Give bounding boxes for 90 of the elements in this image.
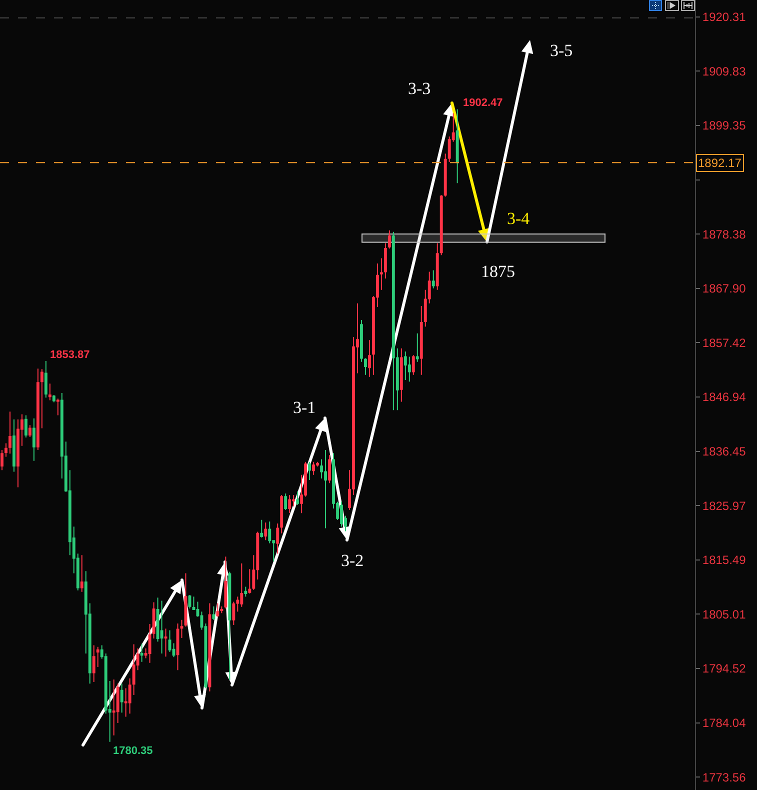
annotation: 3-2	[341, 551, 364, 570]
candlestick	[284, 492, 288, 511]
candlestick	[456, 108, 459, 184]
y-tick-label: 1825.97	[702, 498, 746, 513]
candlestick	[164, 628, 168, 658]
candlestick	[112, 678, 116, 736]
candlestick	[404, 351, 407, 381]
y-tick-label: 1784.04	[702, 716, 746, 730]
annotation: 3-5	[550, 41, 573, 60]
candlestick	[128, 678, 132, 714]
candlestick	[244, 586, 248, 598]
candlestick	[276, 523, 280, 554]
candlestick	[36, 368, 40, 450]
candlestick	[264, 522, 268, 541]
y-tick-label: 1805.01	[702, 607, 746, 622]
candlestick	[132, 644, 136, 696]
candlestick	[384, 242, 387, 279]
candlestick	[420, 305, 423, 376]
annotation: 3-1	[293, 398, 316, 417]
y-tick-label: 1836.45	[702, 444, 746, 458]
candlestick	[380, 258, 383, 290]
candlestick	[32, 418, 36, 462]
candlestick	[140, 643, 144, 662]
candlestick	[312, 461, 316, 476]
candlestick	[228, 571, 232, 680]
candlestick	[160, 600, 164, 654]
candlestick	[360, 319, 363, 362]
candlestick	[328, 454, 331, 484]
candlestick	[400, 348, 403, 402]
ref-line-label: 1892.17	[698, 156, 742, 170]
candlestick	[364, 358, 367, 376]
candlestick	[184, 572, 188, 628]
candlestick	[440, 194, 443, 256]
y-tick-label: 1909.83	[702, 64, 746, 78]
annotation: 1853.87	[50, 349, 90, 361]
candlestick	[220, 606, 224, 614]
candlestick	[96, 646, 100, 668]
candlestick	[152, 602, 156, 640]
candlestick	[176, 623, 180, 671]
candlestick	[4, 442, 8, 458]
candlestick	[92, 644, 96, 683]
candlestick	[48, 383, 52, 401]
y-tick-label: 1773.56	[702, 770, 746, 784]
candlestick	[180, 619, 184, 639]
candlestick	[308, 461, 312, 481]
candlestick	[208, 602, 212, 692]
candlestick	[44, 360, 48, 398]
candlestick	[40, 368, 44, 429]
candlestick	[392, 231, 395, 411]
candlestick	[260, 519, 264, 538]
candlestick	[248, 568, 252, 594]
y-tick-label: 1878.38	[702, 227, 746, 242]
candlestick	[80, 554, 84, 592]
candlestick	[296, 490, 300, 506]
candlestick	[148, 624, 152, 664]
candlestick	[444, 153, 447, 198]
candlestick	[240, 562, 244, 608]
annotation: 1875	[481, 262, 515, 281]
candlestick	[120, 683, 124, 714]
annotation: 3-4	[507, 209, 530, 228]
candlestick	[0, 449, 4, 471]
candlestick	[8, 411, 12, 454]
y-tick-label: 1899.35	[702, 118, 746, 133]
candlestick	[412, 354, 415, 376]
candlestick	[368, 340, 371, 378]
annotation: 3-3	[408, 79, 431, 98]
candlestick	[388, 230, 391, 249]
candlestick	[436, 242, 439, 290]
y-tick-label: 1857.42	[702, 336, 746, 350]
candlestick	[56, 398, 60, 416]
y-tick-label: 1920.31	[702, 10, 746, 24]
y-tick-label: 1815.49	[702, 553, 746, 568]
candlestick	[340, 501, 343, 528]
annotation: 1902.47	[463, 97, 503, 109]
annotation: 1780.35	[113, 745, 153, 757]
candlestick	[416, 332, 419, 362]
candlestick	[224, 556, 228, 609]
candlestick	[12, 418, 16, 472]
candlestick	[324, 449, 328, 529]
candlestick	[432, 270, 435, 289]
candlestick	[216, 602, 220, 618]
candlestick	[28, 424, 32, 438]
y-tick-label: 1846.94	[702, 390, 746, 404]
candlestick	[288, 494, 292, 514]
candlestick	[280, 494, 284, 534]
y-tick-label: 1794.52	[702, 662, 746, 676]
candlestick	[52, 394, 56, 403]
candlestick	[212, 606, 216, 620]
candlestick	[24, 414, 28, 438]
y-tick-label: 1867.90	[702, 282, 746, 296]
